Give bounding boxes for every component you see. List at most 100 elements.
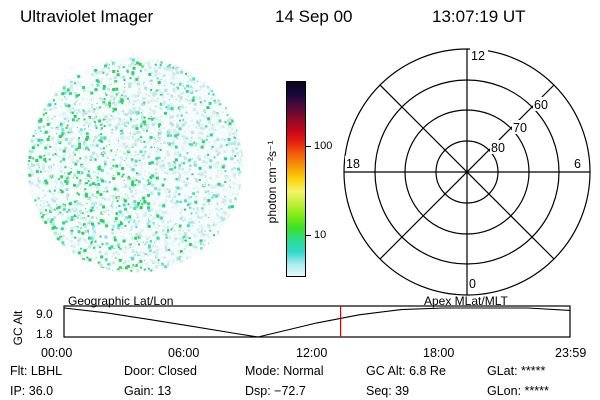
imager-pixel — [140, 123, 144, 127]
imager-pixel — [143, 151, 146, 154]
imager-pixel — [194, 178, 197, 180]
imager-pixel — [32, 135, 35, 137]
imager-pixel — [122, 66, 125, 69]
imager-pixel — [198, 241, 200, 243]
imager-pixel — [103, 165, 106, 168]
imager-pixel — [148, 60, 150, 62]
imager-pixel — [163, 103, 165, 105]
imager-pixel — [172, 72, 176, 76]
imager-pixel — [174, 237, 178, 241]
imager-pixel — [100, 127, 103, 130]
imager-pixel — [55, 198, 58, 200]
imager-pixel — [187, 228, 191, 232]
imager-pixel — [46, 169, 50, 173]
imager-pixel — [162, 187, 166, 191]
imager-pixel — [119, 231, 121, 233]
imager-pixel — [76, 242, 80, 246]
imager-pixel — [111, 131, 114, 134]
imager-pixel — [184, 199, 187, 203]
imager-pixel — [64, 102, 67, 106]
imager-pixel — [150, 180, 153, 183]
imager-pixel — [217, 115, 219, 117]
imager-pixel — [87, 90, 90, 93]
imager-pixel — [200, 126, 203, 130]
imager-pixel — [150, 220, 152, 222]
imager-pixel — [129, 119, 133, 123]
imager-pixel — [181, 168, 184, 171]
imager-pixel — [86, 103, 88, 105]
imager-pixel — [80, 227, 82, 229]
imager-pixel — [145, 241, 149, 245]
imager-pixel — [170, 134, 173, 137]
imager-pixel — [151, 242, 153, 244]
imager-pixel — [185, 72, 187, 75]
imager-pixel — [40, 213, 42, 215]
imager-pixel — [239, 156, 242, 158]
imager-pixel — [134, 130, 136, 132]
imager-pixel — [80, 204, 83, 207]
imager-pixel — [37, 180, 41, 184]
imager-pixel — [133, 264, 136, 267]
imager-pixel — [88, 258, 92, 262]
imager-pixel — [148, 171, 152, 175]
imager-pixel — [198, 90, 200, 91]
imager-pixel — [76, 176, 79, 179]
imager-pixel — [44, 220, 48, 224]
imager-pixel — [116, 200, 119, 202]
imager-pixel — [220, 137, 224, 141]
imager-pixel — [52, 222, 55, 225]
imager-pixel — [211, 107, 213, 109]
imager-pixel — [141, 154, 145, 157]
imager-pixel — [203, 170, 207, 174]
imager-pixel — [140, 200, 143, 204]
imager-pixel — [211, 90, 214, 93]
imager-pixel — [112, 194, 116, 198]
imager-pixel — [136, 61, 140, 65]
imager-pixel — [54, 116, 56, 118]
imager-pixel — [186, 80, 189, 83]
imager-pixel — [100, 128, 103, 131]
imager-pixel — [238, 164, 239, 166]
imager-pixel — [136, 240, 138, 242]
imager-pixel — [183, 232, 187, 235]
imager-pixel — [218, 210, 220, 212]
imager-pixel — [155, 254, 159, 258]
imager-pixel — [108, 215, 110, 217]
imager-pixel — [147, 100, 151, 104]
imager-pixel — [111, 228, 114, 231]
imager-pixel — [93, 230, 96, 234]
imager-pixel — [90, 252, 91, 254]
imager-pixel — [66, 183, 69, 185]
imager-pixel — [146, 140, 150, 144]
imager-pixel — [90, 218, 92, 220]
imager-pixel — [148, 65, 152, 69]
imager-pixel — [173, 80, 175, 81]
imager-pixel — [237, 167, 240, 171]
imager-pixel — [131, 183, 134, 187]
imager-pixel — [142, 81, 144, 82]
imager-pixel — [161, 234, 163, 235]
imager-pixel — [185, 107, 187, 108]
imager-pixel — [54, 128, 57, 131]
imager-pixel — [144, 86, 147, 90]
imager-pixel — [51, 168, 53, 170]
imager-pixel — [116, 196, 120, 200]
imager-pixel — [214, 94, 217, 97]
imager-pixel — [92, 235, 95, 238]
imager-pixel — [131, 125, 135, 129]
imager-pixel — [179, 217, 183, 220]
imager-pixel — [155, 226, 156, 228]
imager-pixel — [91, 96, 94, 99]
imager-pixel — [123, 151, 127, 155]
imager-pixel — [167, 188, 169, 190]
imager-pixel — [143, 200, 147, 204]
imager-pixel — [76, 210, 79, 213]
imager-pixel — [175, 200, 179, 204]
imager-pixel — [128, 109, 132, 113]
imager-pixel — [143, 184, 147, 188]
imager-pixel — [131, 93, 135, 97]
imager-pixel — [123, 120, 126, 123]
imager-pixel — [94, 239, 97, 242]
imager-pixel — [37, 179, 39, 181]
imager-pixel — [217, 162, 219, 164]
